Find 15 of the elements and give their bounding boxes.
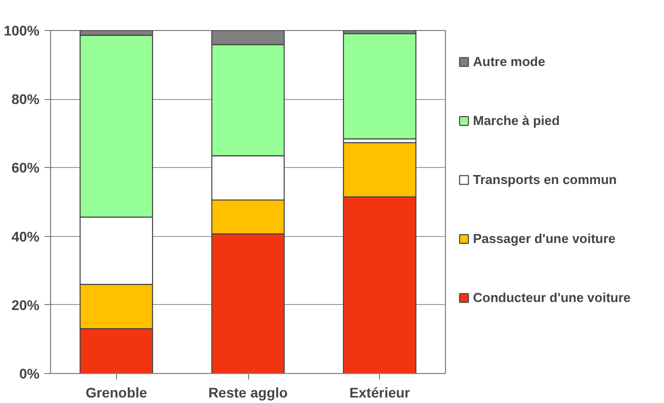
- y-tick-label: 40%: [11, 228, 40, 244]
- legend-label: Marche à pied: [473, 113, 560, 128]
- x-tick-label: Grenoble: [86, 384, 148, 400]
- y-tick-label: 0%: [19, 366, 40, 382]
- x-tick-label: Extérieur: [349, 384, 411, 400]
- x-tick-label: Reste agglo: [208, 384, 288, 400]
- legend-label: Passager d'une voiture: [473, 231, 616, 246]
- legend-label: Autre mode: [473, 54, 546, 69]
- y-tick-label: 20%: [11, 296, 40, 313]
- y-tick-label: 60%: [11, 160, 40, 176]
- legend-label: Transports en commun: [473, 172, 617, 187]
- y-tick-label: 80%: [11, 91, 40, 108]
- bar: [342, 33, 416, 140]
- legend-label: Conducteur d'une voiture: [473, 290, 631, 305]
- y-tick-label: 100%: [4, 22, 40, 38]
